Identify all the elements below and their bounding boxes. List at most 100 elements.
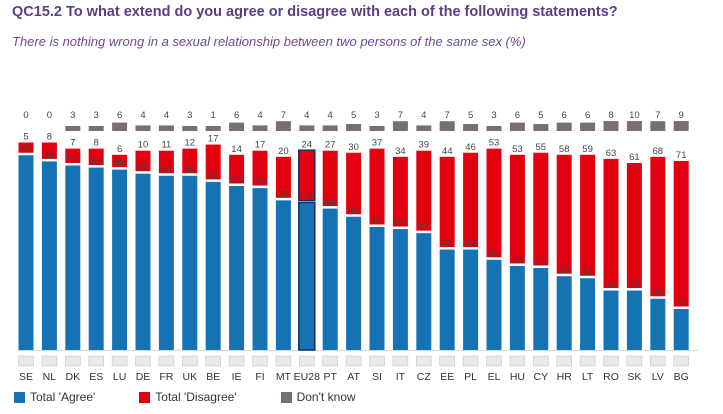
bar-disagree-DE [135, 150, 151, 172]
bar-agree-SK [626, 290, 642, 350]
label-dontknow-CY: 5 [538, 110, 543, 121]
bar-agree-AT [346, 216, 362, 350]
bar-dontknow-CY [533, 124, 549, 131]
bar-dontknow-FR [158, 125, 174, 131]
bar-agree-RO [603, 290, 619, 350]
bar-dontknow-EE [439, 121, 455, 131]
bar-agree-ES [88, 167, 104, 350]
bar-agree-BE [205, 181, 221, 350]
category-label-UK: UK [183, 371, 198, 383]
label-disagree-SI: 37 [372, 138, 383, 149]
bar-dontknow-FI [252, 125, 268, 131]
bar-dontknow-UK [182, 126, 198, 131]
bar-dontknow-LU [112, 122, 128, 131]
bar-dontknow-IT [392, 121, 408, 131]
bar-disagree-ES [88, 148, 104, 166]
eu28-disagree-outline [298, 149, 316, 202]
label-disagree-PT: 27 [325, 140, 336, 151]
label-agree-DK: 90 [68, 155, 79, 166]
category-label-AT: AT [347, 371, 360, 383]
bar-agree-CZ [416, 233, 432, 350]
category-label-PL: PL [464, 371, 477, 383]
legend-swatch-disagree [139, 391, 151, 403]
label-dontknow-DK: 3 [70, 110, 75, 121]
bar-disagree-PL [463, 152, 479, 248]
label-dontknow-NL: 0 [47, 110, 52, 121]
label-dontknow-FI: 4 [257, 110, 262, 121]
flag-IT-icon [392, 355, 409, 367]
label-disagree-IT: 34 [395, 146, 406, 157]
flag-SI-icon [369, 355, 385, 367]
label-dontknow-HR: 6 [562, 110, 567, 121]
bar-disagree-CY [533, 152, 549, 266]
label-dontknow-EU28: 4 [304, 110, 309, 121]
legend-item-disagree: Total 'Disagree' [139, 390, 237, 404]
category-label-ES: ES [89, 371, 103, 383]
category-label-IE: IE [232, 371, 242, 383]
bar-agree-SE [18, 155, 34, 350]
bar-dontknow-PT [322, 125, 338, 131]
bar-dontknow-HR [556, 122, 572, 131]
bar-disagree-DK [65, 148, 81, 163]
bar-agree-FR [158, 175, 174, 350]
category-label-HU: HU [510, 371, 525, 383]
bar-dontknow-LT [580, 122, 596, 131]
flag-LV-icon [650, 355, 666, 367]
bar-dontknow-ES [88, 126, 104, 131]
category-label-LV: LV [652, 371, 664, 383]
category-label-LU: LU [113, 371, 126, 383]
label-agree-LU: 88 [114, 159, 125, 170]
label-disagree-ES: 8 [94, 138, 99, 149]
bar-disagree-MT [275, 156, 291, 198]
label-agree-IE: 80 [231, 175, 242, 186]
legend-label-agree: Total 'Agree' [30, 390, 96, 404]
bar-dontknow-HU [509, 122, 525, 131]
category-label-IT: IT [396, 371, 406, 383]
chart-title: QC15.2 To what extend do you agree or di… [12, 4, 618, 20]
category-label-BE: BE [206, 371, 220, 383]
label-agree-IT: 59 [395, 218, 406, 229]
label-dontknow-LV: 7 [655, 110, 660, 121]
label-dontknow-BG: 9 [679, 110, 684, 121]
flag-CY-icon [533, 355, 549, 367]
label-agree-DE: 86 [138, 163, 149, 174]
legend: Total 'Agree' Total 'Disagree' Don't kno… [14, 390, 400, 404]
bar-disagree-FI [252, 150, 268, 186]
bar-disagree-BG [673, 160, 689, 307]
flag-BE-icon [205, 355, 221, 367]
legend-item-dontknow: Don't know [280, 390, 356, 404]
label-dontknow-IT: 7 [398, 110, 403, 121]
category-label-DE: DE [136, 371, 151, 383]
flag-IE-icon [228, 355, 245, 367]
label-agree-HR: 36 [559, 265, 570, 276]
label-disagree-HR: 58 [559, 144, 570, 155]
label-disagree-UK: 12 [185, 138, 196, 149]
flag-HR-icon [556, 355, 572, 367]
bar-agree-LV [650, 298, 666, 350]
bar-disagree-LT [580, 154, 596, 276]
bar-agree-LU [112, 169, 128, 350]
bar-disagree-NL [41, 142, 57, 159]
bar-dontknow-IE [229, 122, 245, 131]
bar-agree-LT [580, 278, 596, 350]
bar-dontknow-RO [603, 121, 619, 131]
category-label-SE: SE [19, 371, 33, 383]
bar-dontknow-SI [369, 126, 385, 131]
flag-RO-icon [603, 355, 619, 367]
bar-agree-HR [556, 276, 572, 350]
label-agree-PT: 69 [325, 198, 336, 209]
label-agree-MT: 73 [278, 189, 289, 200]
flag-EE-icon [439, 355, 455, 367]
category-label-CZ: CZ [417, 371, 432, 383]
label-disagree-BE: 17 [208, 134, 219, 145]
label-agree-BE: 82 [208, 171, 219, 182]
category-label-CY: CY [534, 371, 549, 383]
flag-NL-icon [41, 355, 58, 367]
bar-agree-CY [533, 268, 549, 350]
chart-subtitle: There is nothing wrong in a sexual relat… [12, 34, 526, 49]
label-dontknow-LT: 6 [585, 110, 590, 121]
flag-FR-icon [158, 355, 175, 367]
bar-dontknow-MT [275, 121, 291, 131]
flag-DK-icon [65, 355, 81, 367]
label-agree-PL: 49 [465, 239, 476, 250]
